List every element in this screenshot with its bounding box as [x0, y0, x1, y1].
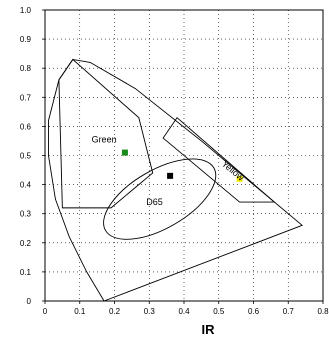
ellipse-d65 [103, 158, 217, 240]
region-green [58, 58, 154, 209]
y-tick-label: 0.7 [20, 93, 32, 102]
region-yellow [162, 116, 276, 203]
y-tick-label: 0.9 [20, 35, 32, 44]
plot-frame [44, 9, 324, 302]
y-tick-label: 0.5 [20, 152, 32, 161]
y-tick-label: 0.8 [20, 64, 32, 73]
x-tick-label: 0.6 [248, 307, 260, 316]
x-tick-label: 0.2 [109, 307, 121, 316]
yellow-marker [236, 175, 243, 182]
y-tick-label: 1.0 [20, 6, 32, 15]
axes: 0 0.1 0.2 0.3 0.4 0.5 0.6 0.7 0.8 0 0.1 0.2 0.3 0.4 0.… [20, 6, 329, 316]
x-tick-label: 0 [43, 307, 48, 316]
y-tick-label: 0 [27, 297, 32, 306]
data-points [121, 149, 243, 182]
grid [45, 10, 323, 301]
y-tick-label: 0.1 [20, 268, 32, 277]
plot-shapes [48, 58, 304, 302]
y-tick-label: 0.2 [20, 239, 32, 248]
y-tick-label: 0.6 [20, 122, 32, 131]
x-axis-label: IR [202, 322, 216, 337]
x-tick-label: 0.4 [178, 307, 190, 316]
x-tick-label: 0.7 [283, 307, 295, 316]
y-tick-label: 0.4 [20, 181, 32, 190]
x-tick-label: 0.3 [144, 307, 156, 316]
annotation-green: Green [92, 134, 117, 144]
x-tick-label: 0.8 [317, 307, 329, 316]
y-tick-label: 0.3 [20, 210, 32, 219]
green-marker [121, 149, 128, 156]
x-tick-label: 0.5 [213, 307, 225, 316]
x-tick-label: 0.1 [74, 307, 86, 316]
spectral-locus [48, 58, 304, 302]
d65-marker [167, 172, 174, 179]
annotation-d65: D65 [146, 197, 163, 207]
